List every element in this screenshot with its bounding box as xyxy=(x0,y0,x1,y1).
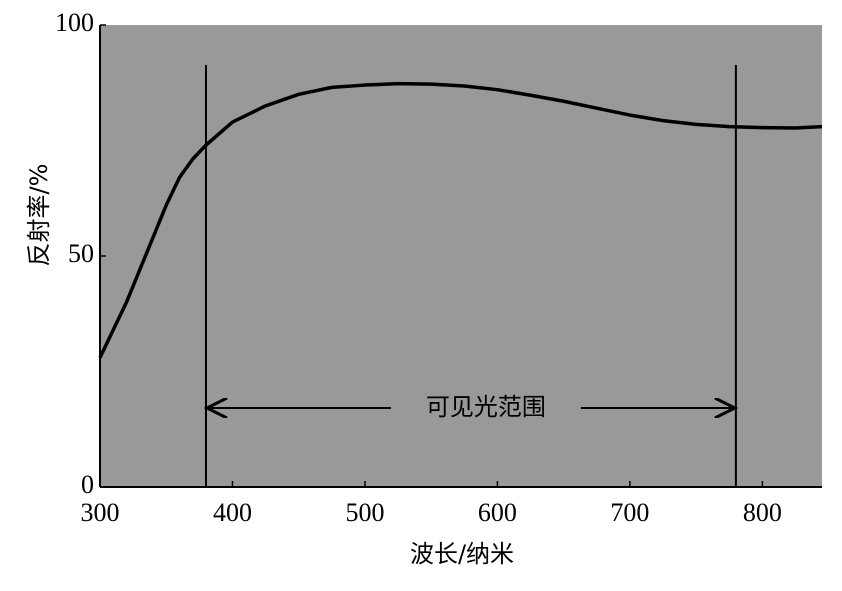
x-tick-label: 800 xyxy=(743,498,782,527)
x-tick-label: 300 xyxy=(81,498,120,527)
x-tick-label: 500 xyxy=(345,498,384,527)
x-axis-label: 波长/纳米 xyxy=(410,540,514,568)
y-axis-label: 反射率/% xyxy=(25,164,53,267)
x-tick-label: 700 xyxy=(610,498,649,527)
y-tick-label: 0 xyxy=(81,470,94,499)
line xyxy=(98,81,823,359)
y-tick-label: 50 xyxy=(68,239,94,268)
x-tick-label: 600 xyxy=(478,498,517,527)
x-tick-label: 400 xyxy=(213,498,252,527)
y-tick-label: 100 xyxy=(55,8,94,37)
annotation: 可见光范围 xyxy=(426,393,546,421)
